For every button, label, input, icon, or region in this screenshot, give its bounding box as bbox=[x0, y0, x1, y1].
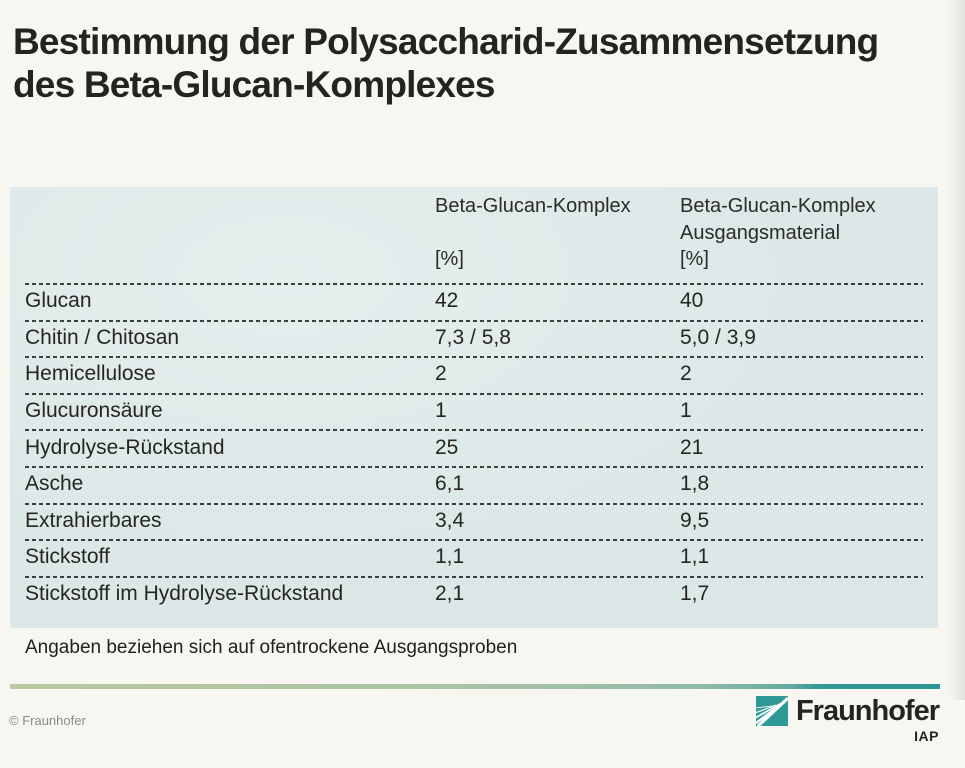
row-value-komplex: 25 bbox=[435, 435, 459, 459]
row-value-ausgangsmaterial: 21 bbox=[680, 435, 704, 459]
table-row: Stickstoff 1,1 1,1 bbox=[10, 539, 938, 576]
row-value-komplex: 6,1 bbox=[435, 472, 465, 496]
scan-edge-shadow bbox=[949, 0, 965, 700]
column-header-ausgangsmaterial: Beta-Glucan-Komplex Ausgangsmaterial bbox=[680, 193, 876, 247]
row-value-komplex: 1,1 bbox=[435, 545, 465, 569]
column-header-ausgangsmaterial-subtitle: Ausgangsmaterial bbox=[680, 222, 841, 244]
footer-divider-bar bbox=[10, 684, 940, 689]
row-label: Chitin / Chitosan bbox=[25, 325, 180, 349]
row-label: Glucan bbox=[25, 289, 92, 313]
row-value-ausgangsmaterial: 1,7 bbox=[680, 582, 710, 606]
table-row: Hemicellulose 2 2 bbox=[10, 356, 938, 393]
table-row: Extrahierbares 3,4 9,5 bbox=[10, 502, 938, 540]
row-value-komplex: 2,1 bbox=[435, 582, 465, 606]
row-value-ausgangsmaterial: 1,8 bbox=[680, 472, 710, 496]
row-label: Extrahierbares bbox=[25, 508, 162, 532]
table-row: Hydrolyse-Rückstand 25 21 bbox=[10, 429, 938, 466]
fraunhofer-wordmark: Fraunhofer bbox=[795, 695, 940, 727]
table-body: Glucan 42 40 Chitin / Chitosan 7,3 / 5,8… bbox=[10, 283, 938, 612]
page-title-line1: Bestimmung der Polysaccharid-Zusammenset… bbox=[13, 21, 879, 62]
institute-label: IAP bbox=[914, 728, 939, 744]
footnote: Angaben beziehen sich auf ofentrockene A… bbox=[25, 637, 518, 658]
row-label: Stickstoff bbox=[25, 545, 110, 569]
column-header-komplex-title: Beta-Glucan-Komplex bbox=[435, 195, 631, 217]
table-row: Glucan 42 40 bbox=[10, 283, 938, 320]
column-header-komplex: Beta-Glucan-Komplex bbox=[435, 193, 631, 220]
page-title-line2: des Beta-Glucan-Komplexes bbox=[13, 64, 496, 105]
table-row: Asche 6,1 1,8 bbox=[10, 465, 938, 503]
row-value-ausgangsmaterial: 1,1 bbox=[680, 545, 710, 569]
row-value-komplex: 2 bbox=[435, 362, 447, 386]
unit-label-ausgangsmaterial: [%] bbox=[680, 248, 709, 270]
row-value-komplex: 7,3 / 5,8 bbox=[435, 325, 511, 349]
table-row: Chitin / Chitosan 7,3 / 5,8 5,0 / 3,9 bbox=[10, 319, 938, 357]
fraunhofer-logo: Fraunhofer IAP bbox=[755, 695, 940, 744]
row-value-ausgangsmaterial: 9,5 bbox=[680, 508, 710, 532]
row-value-ausgangsmaterial: 2 bbox=[680, 362, 692, 386]
row-value-ausgangsmaterial: 40 bbox=[680, 289, 704, 313]
row-value-ausgangsmaterial: 5,0 / 3,9 bbox=[680, 325, 756, 349]
copyright-note: © Fraunhofer bbox=[9, 713, 86, 728]
row-value-komplex: 42 bbox=[435, 289, 459, 313]
composition-table: Beta-Glucan-Komplex Beta-Glucan-Komplex … bbox=[10, 187, 938, 628]
row-value-komplex: 1 bbox=[435, 399, 447, 423]
row-label: Asche bbox=[25, 472, 84, 496]
table-row: Glucuronsäure 1 1 bbox=[10, 392, 938, 430]
page-title: Bestimmung der Polysaccharid-Zusammenset… bbox=[13, 20, 879, 106]
row-value-ausgangsmaterial: 1 bbox=[680, 399, 692, 423]
row-label: Hydrolyse-Rückstand bbox=[25, 435, 225, 459]
row-label: Glucuronsäure bbox=[25, 399, 163, 423]
unit-label-komplex: [%] bbox=[435, 248, 464, 270]
table-row: Stickstoff im Hydrolyse-Rückstand 2,1 1,… bbox=[10, 575, 938, 613]
row-value-komplex: 3,4 bbox=[435, 508, 465, 532]
row-label: Hemicellulose bbox=[25, 362, 156, 386]
column-header-ausgangsmaterial-title: Beta-Glucan-Komplex bbox=[680, 195, 876, 217]
fraunhofer-logo-icon bbox=[755, 696, 788, 726]
row-label: Stickstoff im Hydrolyse-Rückstand bbox=[25, 582, 344, 606]
